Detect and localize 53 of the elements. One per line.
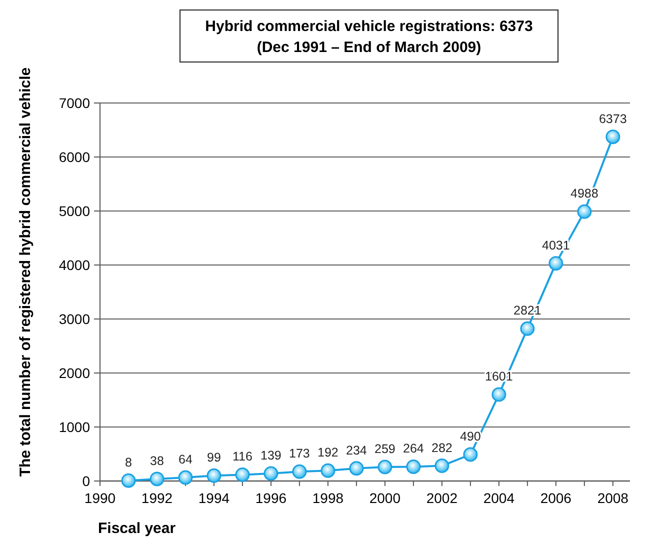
point	[577, 204, 592, 219]
point	[406, 459, 421, 474]
x-tick-label: 2006	[540, 490, 572, 506]
data-label: 264	[403, 442, 424, 456]
y-tick-label: 2000	[58, 365, 90, 381]
data-label: 282	[432, 440, 452, 455]
chart-subtitle: (Dec 1991 – End of March 2009)	[256, 39, 482, 56]
point	[292, 464, 307, 479]
y-tick-label: 1000	[58, 419, 90, 435]
point	[150, 472, 164, 486]
point	[378, 460, 392, 474]
point	[320, 463, 336, 478]
y-tick-label: 0	[82, 473, 90, 489]
y-tick-label: 5000	[58, 203, 90, 219]
data-label: 173	[289, 446, 310, 461]
point	[264, 466, 278, 481]
point	[121, 473, 136, 488]
data-label: 6373	[598, 112, 627, 126]
x-tick-label: 1996	[255, 490, 287, 506]
point	[463, 447, 478, 462]
point	[492, 387, 506, 402]
x-tick-label: 2008	[597, 490, 629, 506]
x-tick-label: 1998	[312, 490, 344, 506]
point	[349, 461, 364, 476]
data-label: 234	[346, 443, 367, 458]
point	[434, 458, 450, 474]
y-tick-label: 4000	[58, 257, 90, 273]
data-label: 139	[260, 448, 282, 462]
chart-title: Hybrid commercial vehicle registrations: 6373	[205, 18, 533, 35]
y-tick-label: 6000	[58, 149, 90, 165]
x-tick-label: 2004	[483, 490, 515, 506]
data-label: 259	[374, 442, 396, 456]
data-label: 99	[207, 450, 221, 465]
data-label: 8	[125, 456, 132, 470]
x-tick-label: 2002	[426, 490, 458, 506]
x-tick-label: 1990	[84, 490, 116, 506]
point	[606, 130, 620, 144]
point	[178, 470, 193, 485]
point	[235, 467, 250, 482]
x-axis-title: Fiscal year	[98, 520, 176, 537]
x-tick-label: 1992	[141, 490, 173, 506]
x-tick-label: 1994	[198, 490, 230, 506]
y-axis-title: The total number of registered hybrid commercial vehicle	[17, 67, 34, 477]
data-label: 64	[178, 452, 192, 467]
data-label: 192	[318, 446, 338, 460]
y-tick-label: 7000	[58, 95, 90, 111]
y-tick-label: 3000	[58, 311, 90, 327]
point	[548, 256, 564, 271]
data-label: 38	[150, 454, 164, 468]
point	[206, 468, 222, 483]
point	[520, 321, 535, 336]
data-label: 116	[232, 450, 252, 464]
x-tick-label: 2000	[369, 490, 401, 506]
